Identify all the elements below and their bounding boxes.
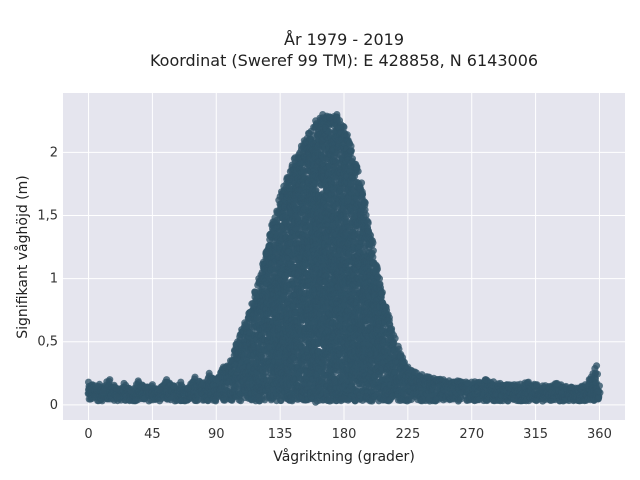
chart-title-line1: År 1979 - 2019 (284, 30, 404, 49)
chart-title-line2: Koordinat (Sweref 99 TM): E 428858, N 61… (150, 51, 538, 70)
data-points (84, 111, 604, 406)
data-point (193, 397, 201, 405)
